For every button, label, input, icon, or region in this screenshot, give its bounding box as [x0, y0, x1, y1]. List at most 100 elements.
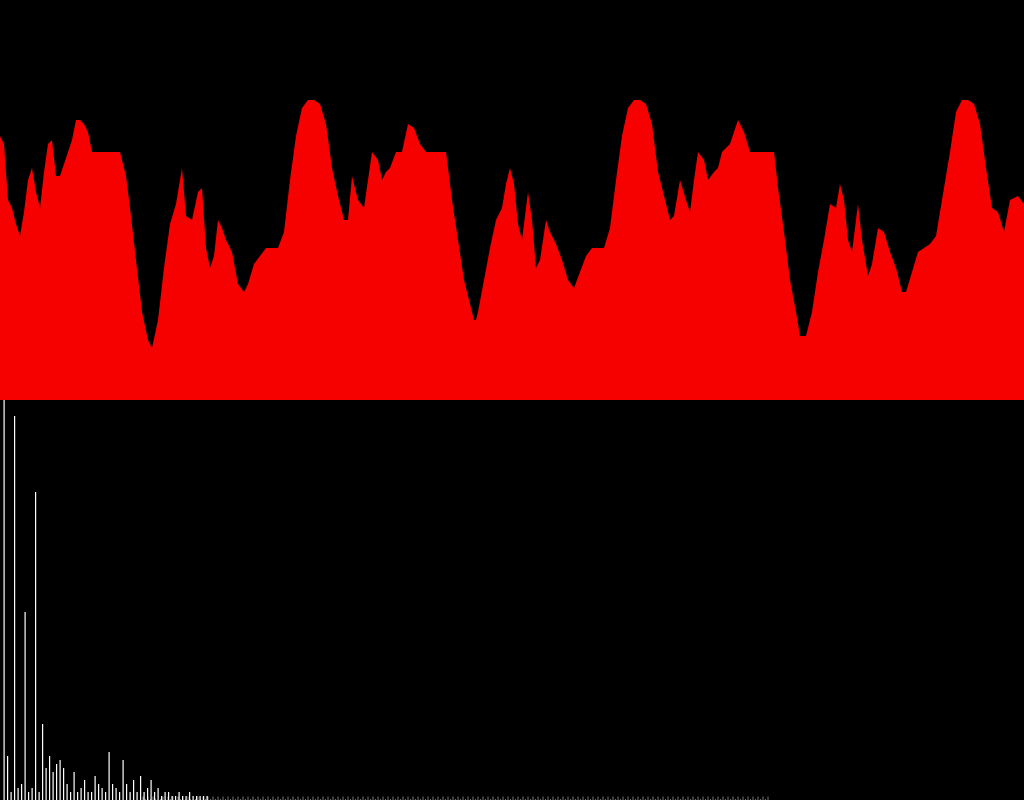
spectrum-noise-bar: [282, 796, 284, 800]
spectrum-bar: [154, 792, 156, 800]
spectrum-series: [3, 400, 769, 800]
waveform-area: [0, 100, 1024, 400]
spectrum-bar: [108, 752, 110, 800]
spectrum-bar: [24, 612, 26, 800]
spectrum-bar: [192, 796, 194, 800]
spectrum-noise-bar: [377, 796, 379, 800]
spectrum-noise-bar: [432, 796, 434, 800]
spectrum-noise-bar: [267, 796, 269, 800]
spectrum-bar: [73, 772, 75, 800]
spectrum-noise-bar: [457, 796, 459, 800]
spectrum-bar: [136, 792, 138, 800]
spectrum-noise-bar: [417, 796, 419, 800]
spectrum-noise-bar: [292, 796, 294, 800]
spectrum-noise-bar: [322, 796, 324, 800]
spectrum-noise-bar: [587, 796, 589, 800]
spectrum-bar: [119, 792, 121, 800]
spectrum-bar: [14, 416, 16, 800]
spectrum-noise-bar: [767, 796, 769, 800]
spectrum-noise-bar: [477, 796, 479, 800]
spectrum-noise-bar: [732, 796, 734, 800]
spectrum-bar: [161, 796, 163, 800]
spectrum-noise-bar: [447, 796, 449, 800]
spectrum-bar: [21, 784, 23, 800]
spectrum-noise-bar: [462, 796, 464, 800]
spectrum-bar: [98, 784, 100, 800]
spectrum-noise-bar: [152, 796, 154, 800]
spectrum-noise-bar: [442, 796, 444, 800]
spectrum-bar: [80, 788, 82, 800]
spectrum-bar: [189, 792, 191, 800]
spectrum-bar: [101, 788, 103, 800]
spectrum-noise-bar: [727, 796, 729, 800]
spectrum-bar: [147, 788, 149, 800]
spectrum-noise-bar: [382, 796, 384, 800]
spectrum-noise-bar: [287, 796, 289, 800]
spectrum-noise-bar: [387, 796, 389, 800]
spectrum-bar: [45, 768, 47, 800]
spectrum-noise-bar: [232, 796, 234, 800]
spectrum-noise-bar: [337, 796, 339, 800]
spectrum-bar: [199, 796, 201, 800]
spectrum-chart: [0, 400, 1024, 800]
spectrum-noise-bar: [747, 796, 749, 800]
spectrum-bar: [91, 792, 93, 800]
spectrum-noise-bar: [687, 796, 689, 800]
spectrum-noise-bar: [212, 796, 214, 800]
spectrum-bar: [17, 788, 19, 800]
spectrum-noise-bar: [217, 796, 219, 800]
spectrum-noise-bar: [227, 796, 229, 800]
spectrum-noise-bar: [372, 796, 374, 800]
spectrum-noise-bar: [492, 796, 494, 800]
spectrum-noise-bar: [742, 796, 744, 800]
spectrum-bar: [70, 792, 72, 800]
spectrum-noise-bar: [422, 796, 424, 800]
spectrum-noise-bar: [272, 796, 274, 800]
spectrum-noise-bar: [247, 796, 249, 800]
spectrum-background: [0, 400, 1024, 800]
spectrum-bar: [66, 784, 68, 800]
spectrum-noise-bar: [487, 796, 489, 800]
spectrum-noise-bar: [317, 796, 319, 800]
spectrum-noise-bar: [627, 796, 629, 800]
spectrum-bar: [112, 784, 114, 800]
spectrum-bar: [203, 796, 205, 800]
spectrum-noise-bar: [647, 796, 649, 800]
spectrum-noise-bar: [632, 796, 634, 800]
spectrum-noise-bar: [697, 796, 699, 800]
spectrum-bar: [7, 756, 9, 800]
spectrum-noise-bar: [532, 796, 534, 800]
spectrum-bar: [185, 796, 187, 800]
spectrum-noise-bar: [737, 796, 739, 800]
spectrum-noise-bar: [352, 796, 354, 800]
spectrum-noise-bar: [167, 796, 169, 800]
spectrum-bar: [49, 756, 51, 800]
spectrum-noise-bar: [347, 796, 349, 800]
spectrum-noise-bar: [392, 796, 394, 800]
spectrum-noise-bar: [572, 796, 574, 800]
spectrum-bar: [84, 780, 86, 800]
spectrum-noise-bar: [192, 796, 194, 800]
spectrum-noise-bar: [427, 796, 429, 800]
spectrum-noise-bar: [702, 796, 704, 800]
spectrum-noise-bar: [582, 796, 584, 800]
spectrum-noise-bar: [552, 796, 554, 800]
spectrum-noise-bar: [452, 796, 454, 800]
spectrum-bar: [63, 768, 65, 800]
spectrum-noise-bar: [617, 796, 619, 800]
spectrum-noise-bar: [252, 796, 254, 800]
spectrum-noise-bar: [482, 796, 484, 800]
spectrum-bar: [94, 776, 96, 800]
spectrum-noise-bar: [207, 796, 209, 800]
spectrum-noise-bar: [547, 796, 549, 800]
spectrum-noise-bar: [707, 796, 709, 800]
spectrum-bar: [196, 796, 198, 800]
spectrum-bar: [52, 772, 54, 800]
spectrum-noise-bar: [652, 796, 654, 800]
spectrum-noise-bar: [667, 796, 669, 800]
spectrum-noise-bar: [717, 796, 719, 800]
spectrum-noise-bar: [142, 796, 144, 800]
spectrum-noise-bar: [307, 796, 309, 800]
spectrum-noise-bar: [602, 796, 604, 800]
spectrum-noise-bar: [577, 796, 579, 800]
